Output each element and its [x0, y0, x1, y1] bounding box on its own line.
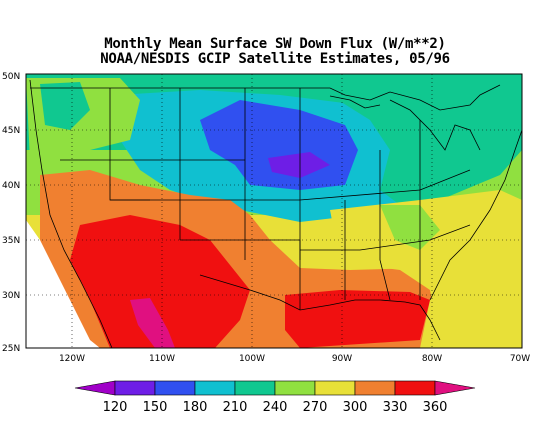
- colorbar-swatch: [114, 380, 156, 396]
- ocean-pacific: [26, 220, 100, 348]
- colorbar-label: 120: [103, 400, 128, 415]
- lon-axis: 120W 110W 100W 90W 80W 70W: [59, 354, 530, 364]
- colorbar-swatch: [394, 380, 436, 396]
- flux-region-southeast: [330, 190, 522, 348]
- lon-tick: 110W: [149, 354, 175, 364]
- flux-region-northwest-cyan: [40, 82, 90, 130]
- colorbar-swatch: [74, 380, 116, 396]
- flux-region-violet-core: [268, 152, 330, 178]
- boundaries: [29, 79, 522, 348]
- colorbar-label: 330: [383, 400, 408, 415]
- lat-tick: 40N: [2, 181, 20, 191]
- colorbar-swatch: [274, 380, 316, 396]
- lon-tick: 120W: [59, 354, 85, 364]
- lat-tick: 35N: [2, 236, 20, 246]
- lat-tick: 30N: [2, 291, 20, 301]
- map-title: Monthly Mean Surface SW Down Flux (W/m**…: [104, 36, 446, 52]
- flux-region-great-lakes: [330, 80, 522, 205]
- lat-tick: 50N: [2, 72, 20, 82]
- flux-region-southeast-green: [380, 205, 440, 250]
- colorbar-label: 150: [143, 400, 168, 415]
- lat-axis: 50N 45N 40N 35N 30N 25N: [2, 72, 20, 354]
- flux-region-magenta: [130, 298, 175, 348]
- colorbar-label: 210: [223, 400, 248, 415]
- colorbar-swatch: [314, 380, 356, 396]
- colorbar-label: 270: [303, 400, 328, 415]
- colorbar-label: 300: [343, 400, 368, 415]
- lat-tick: 45N: [2, 126, 20, 136]
- flux-region-southwest: [70, 215, 250, 348]
- flux-region-gulf: [285, 290, 430, 348]
- lon-tick: 100W: [239, 354, 265, 364]
- flux-field: [26, 74, 522, 348]
- gridlines: [26, 74, 522, 348]
- colorbar-swatch: [354, 380, 396, 396]
- colorbar-label: 240: [263, 400, 288, 415]
- map-frame: [25, 73, 523, 349]
- colorbar-swatch: [234, 380, 276, 396]
- colorbar: 120 150 180 210 240 270 300 330 360: [74, 380, 476, 415]
- lon-tick: 90W: [332, 354, 352, 364]
- colorbar-label: 180: [183, 400, 208, 415]
- colorbar-swatch: [154, 380, 196, 396]
- colorbar-swatch: [194, 380, 236, 396]
- lat-tick: 25N: [2, 344, 20, 354]
- lon-tick: 80W: [422, 354, 442, 364]
- colorbar-label: 360: [423, 400, 448, 415]
- map-subtitle: NOAA/NESDIS GCIP Satellite Estimates, 05…: [100, 51, 450, 67]
- lon-tick: 70W: [510, 354, 530, 364]
- colorbar-swatch: [434, 380, 476, 396]
